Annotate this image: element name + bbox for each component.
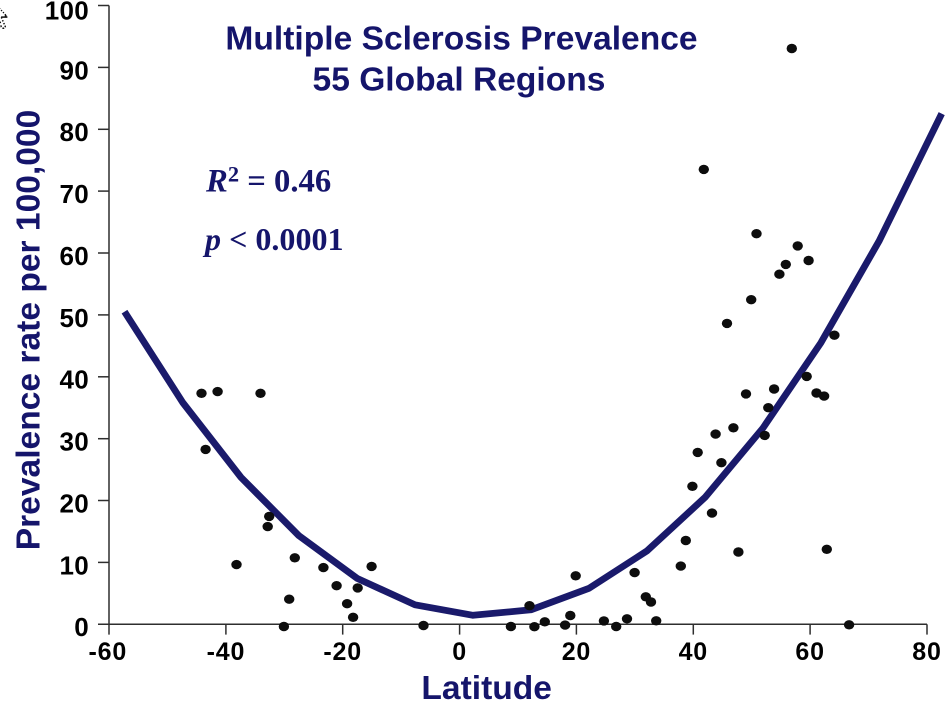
svg-text:30: 30 <box>59 427 89 457</box>
svg-text:-60: -60 <box>89 638 128 666</box>
svg-text:70: 70 <box>59 179 89 209</box>
svg-text:20: 20 <box>59 488 89 518</box>
svg-text:R2 = 0.46: R2 = 0.46 <box>205 162 331 200</box>
svg-text:40: 40 <box>59 365 89 395</box>
svg-text:p < 0.0001: p < 0.0001 <box>202 221 344 257</box>
svg-text:100: 100 <box>45 0 89 26</box>
svg-text:55 Global Regions: 55 Global Regions <box>313 62 606 99</box>
svg-text:80: 80 <box>912 638 941 666</box>
svg-text:Multiple Sclerosis Prevalence: Multiple Sclerosis Prevalence <box>225 21 697 58</box>
svg-text:Latitude: Latitude <box>421 670 552 707</box>
svg-text:Prevalence rate per 100,000: Prevalence rate per 100,000 <box>11 110 48 551</box>
svg-text:0: 0 <box>452 638 467 666</box>
svg-text:50: 50 <box>59 303 89 333</box>
svg-text:40: 40 <box>679 638 708 666</box>
svg-text:20: 20 <box>562 638 591 666</box>
svg-text:90: 90 <box>59 55 89 85</box>
svg-text:-20: -20 <box>323 638 362 666</box>
svg-text:0: 0 <box>74 612 89 642</box>
svg-text:60: 60 <box>795 638 824 666</box>
svg-text:-40: -40 <box>207 638 246 666</box>
svg-text:10: 10 <box>59 550 89 580</box>
svg-text:60: 60 <box>59 241 89 271</box>
svg-text:80: 80 <box>59 117 89 147</box>
